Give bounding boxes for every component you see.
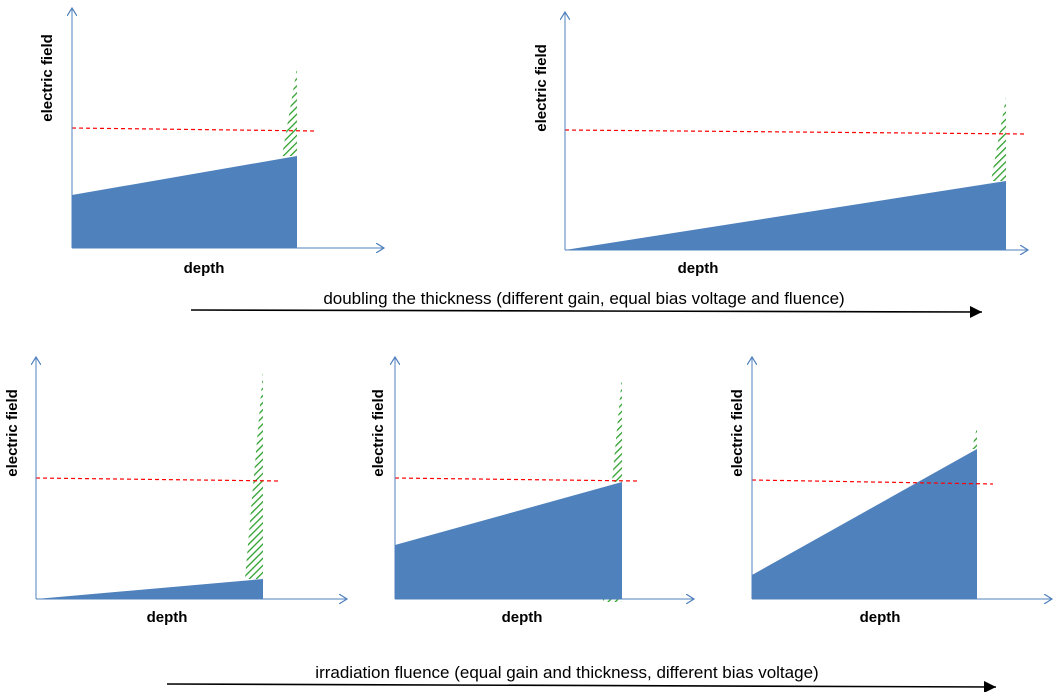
x-axis-label: depth (502, 609, 543, 626)
x-axis-label: depth (147, 609, 188, 626)
field-profile-fill (36, 579, 263, 599)
fluence-arrow-group: irradiation fluence (equal gain and thic… (166, 663, 997, 692)
thickness-arrow (190, 305, 983, 318)
thickness-arrow-group: doubling the thickness (different gain, … (190, 289, 983, 318)
panel-bottom-right: electric field depth (729, 357, 1052, 626)
gain-layer-hatch (612, 376, 622, 482)
field-profile-fill (395, 482, 622, 599)
panel-bottom-middle: electric field depth (370, 357, 694, 626)
y-axis-label: electric field (533, 44, 550, 132)
y-axis-label: electric field (4, 389, 21, 477)
field-profile-fill (565, 181, 1006, 250)
fluence-arrow (166, 680, 997, 692)
gain-layer-hatch (972, 427, 977, 449)
x-axis-label: depth (678, 260, 719, 277)
gain-layer-hatch (991, 97, 1006, 181)
threshold-line (35, 477, 281, 482)
thickness-caption: doubling the thickness (different gain, … (323, 289, 844, 308)
threshold-line (394, 477, 640, 482)
x-axis-label: depth (184, 260, 225, 277)
gain-layer-hatch (282, 68, 297, 156)
x-axis-label: depth (860, 609, 901, 626)
y-axis-label: electric field (370, 389, 387, 477)
y-axis-label: electric field (729, 389, 746, 477)
y-axis-label: electric field (39, 34, 56, 122)
panel-top-right: electric field depth (533, 12, 1028, 277)
panel-bottom-left: electric field depth (4, 357, 347, 626)
panel-top-left: electric field depth (39, 8, 384, 277)
field-profile-fill (72, 156, 297, 248)
threshold-line (564, 129, 1026, 135)
gain-layer-hatch-base (603, 599, 622, 602)
field-profile-fill (752, 449, 977, 599)
gain-layer-hatch (245, 371, 263, 579)
fluence-caption: irradiation fluence (equal gain and thic… (315, 663, 818, 682)
threshold-line (71, 127, 317, 132)
threshold-line (751, 479, 994, 485)
